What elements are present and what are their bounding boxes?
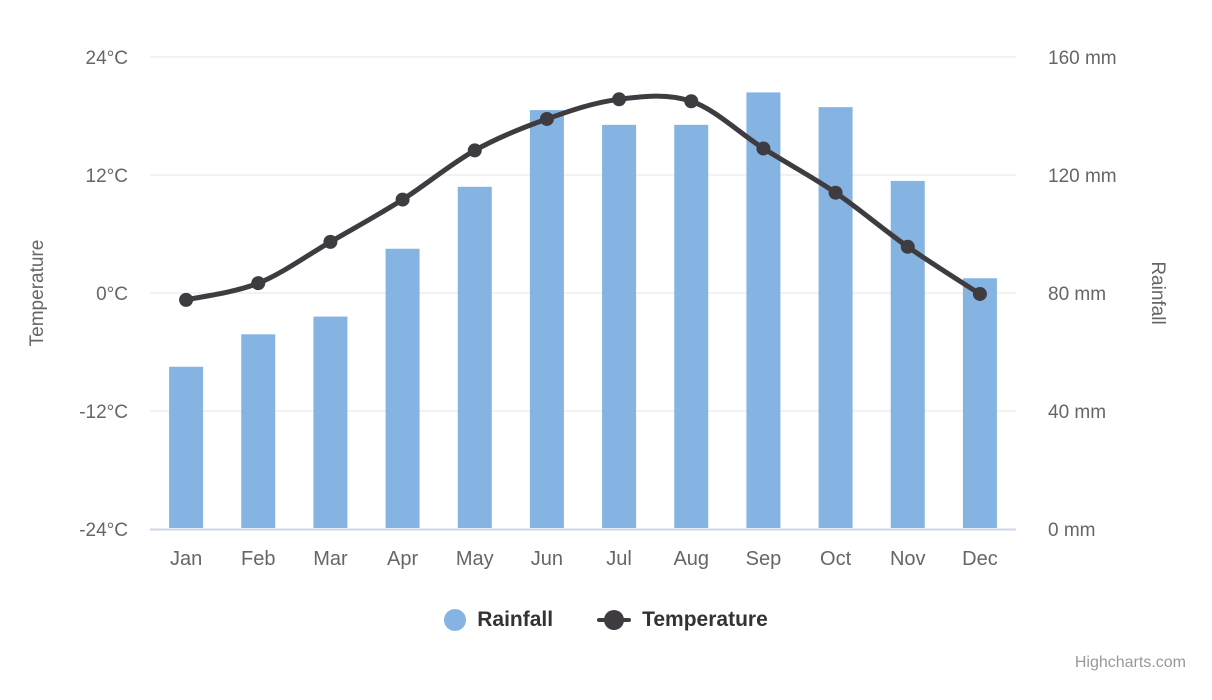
temperature-point[interactable] <box>251 276 266 291</box>
rainfall-bar[interactable] <box>241 334 276 528</box>
y-axis-label-right: 0 mm <box>1048 520 1096 541</box>
x-axis-label: Jan <box>170 548 202 570</box>
legend-item-temperature[interactable]: Temperature <box>597 608 768 632</box>
highcharts-credit[interactable]: Highcharts.com <box>1074 654 1186 671</box>
temperature-point[interactable] <box>467 143 482 158</box>
temperature-point[interactable] <box>900 239 915 254</box>
temperature-point[interactable] <box>179 292 194 307</box>
legend-item-rainfall[interactable]: Rainfall <box>444 608 553 632</box>
rainfall-bar[interactable] <box>818 107 853 529</box>
temperature-point[interactable] <box>395 192 410 207</box>
x-axis-label: Apr <box>387 548 418 570</box>
rainfall-bar[interactable] <box>457 186 492 529</box>
rainfall-bar[interactable] <box>890 180 925 528</box>
y-axis-label-right: 80 mm <box>1048 284 1106 305</box>
y-axis-label-left: -12°C <box>79 402 128 423</box>
legend: Rainfall Temperature <box>0 608 1212 632</box>
x-axis-label: Mar <box>313 548 348 570</box>
x-axis-label: Oct <box>820 548 852 570</box>
legend-label-temperature: Temperature <box>642 608 768 631</box>
y-axis-label-left: -24°C <box>79 520 128 541</box>
y-axis-label-right: 160 mm <box>1048 48 1117 69</box>
rainfall-bar[interactable] <box>385 248 420 528</box>
x-axis-label: Sep <box>746 548 782 570</box>
y-axis-title-right: Rainfall <box>1147 261 1168 325</box>
y-axis-label-right: 120 mm <box>1048 166 1117 187</box>
temperature-point[interactable] <box>684 94 699 109</box>
temperature-point[interactable] <box>539 111 554 126</box>
rainfall-bar[interactable] <box>602 124 637 528</box>
temperature-point[interactable] <box>323 234 338 249</box>
rainfall-bar[interactable] <box>529 110 564 528</box>
y-axis-label-left: 0°C <box>96 284 128 305</box>
temperature-point[interactable] <box>756 141 771 156</box>
x-axis-label: Dec <box>962 548 998 570</box>
rainfall-bar[interactable] <box>169 366 204 528</box>
y-axis-label-left: 24°C <box>86 48 128 69</box>
x-axis-label: May <box>456 548 494 570</box>
x-axis-label: Nov <box>890 548 926 570</box>
temperature-point[interactable] <box>972 286 987 301</box>
rainfall-bar[interactable] <box>674 124 709 528</box>
temperature-point[interactable] <box>828 185 843 200</box>
y-axis-label-left: 12°C <box>86 166 128 187</box>
rainfall-bar[interactable] <box>962 278 997 528</box>
temperature-point[interactable] <box>612 92 627 107</box>
rainfall-bar[interactable] <box>746 92 781 529</box>
x-axis-label: Jul <box>606 548 632 570</box>
temperature-swatch-icon <box>597 609 632 631</box>
x-axis-label: Feb <box>241 548 275 570</box>
x-axis-label: Aug <box>673 548 709 570</box>
y-axis-title-left: Temperature <box>27 239 48 347</box>
rainfall-bar[interactable] <box>313 316 348 528</box>
rainfall-swatch-icon <box>444 609 467 631</box>
temperature-line <box>183 93 983 303</box>
x-axis-label: Jun <box>531 548 563 570</box>
legend-label-rainfall: Rainfall <box>477 608 554 631</box>
y-axis-label-right: 40 mm <box>1048 402 1106 423</box>
